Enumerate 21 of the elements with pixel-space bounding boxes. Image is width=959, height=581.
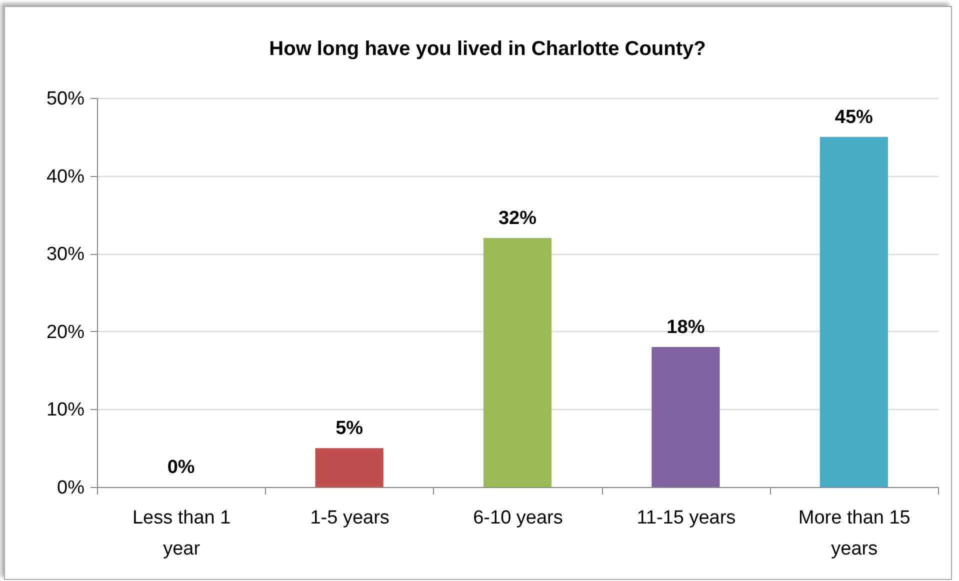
y-tick-label: 40% [46, 166, 85, 188]
x-tick-label: Less than 1 year [132, 508, 231, 560]
y-tick-label: 10% [46, 400, 85, 421]
x-tick-label: 6-10 years [473, 508, 563, 528]
data-label: 45% [834, 106, 874, 128]
data-label: 32% [498, 208, 537, 230]
y-tick-label: 0% [57, 478, 85, 498]
x-tick-label: More than 15 years [798, 508, 910, 560]
x-tick-label: 1-5 years [310, 508, 390, 528]
y-tick-label: 50% [46, 88, 85, 110]
data-label: 5% [336, 418, 364, 440]
y-tick-label: 20% [46, 322, 85, 343]
y-tick-label: 30% [46, 244, 85, 266]
data-label: 0% [167, 457, 195, 478]
x-tick-label: 11-15 years [636, 508, 736, 528]
bar [652, 346, 720, 487]
bar [820, 136, 888, 487]
data-label: 18% [666, 316, 705, 338]
bar [483, 238, 552, 487]
chart-title: How long have you lived in Charlotte County? [269, 38, 706, 60]
bar [315, 448, 384, 487]
